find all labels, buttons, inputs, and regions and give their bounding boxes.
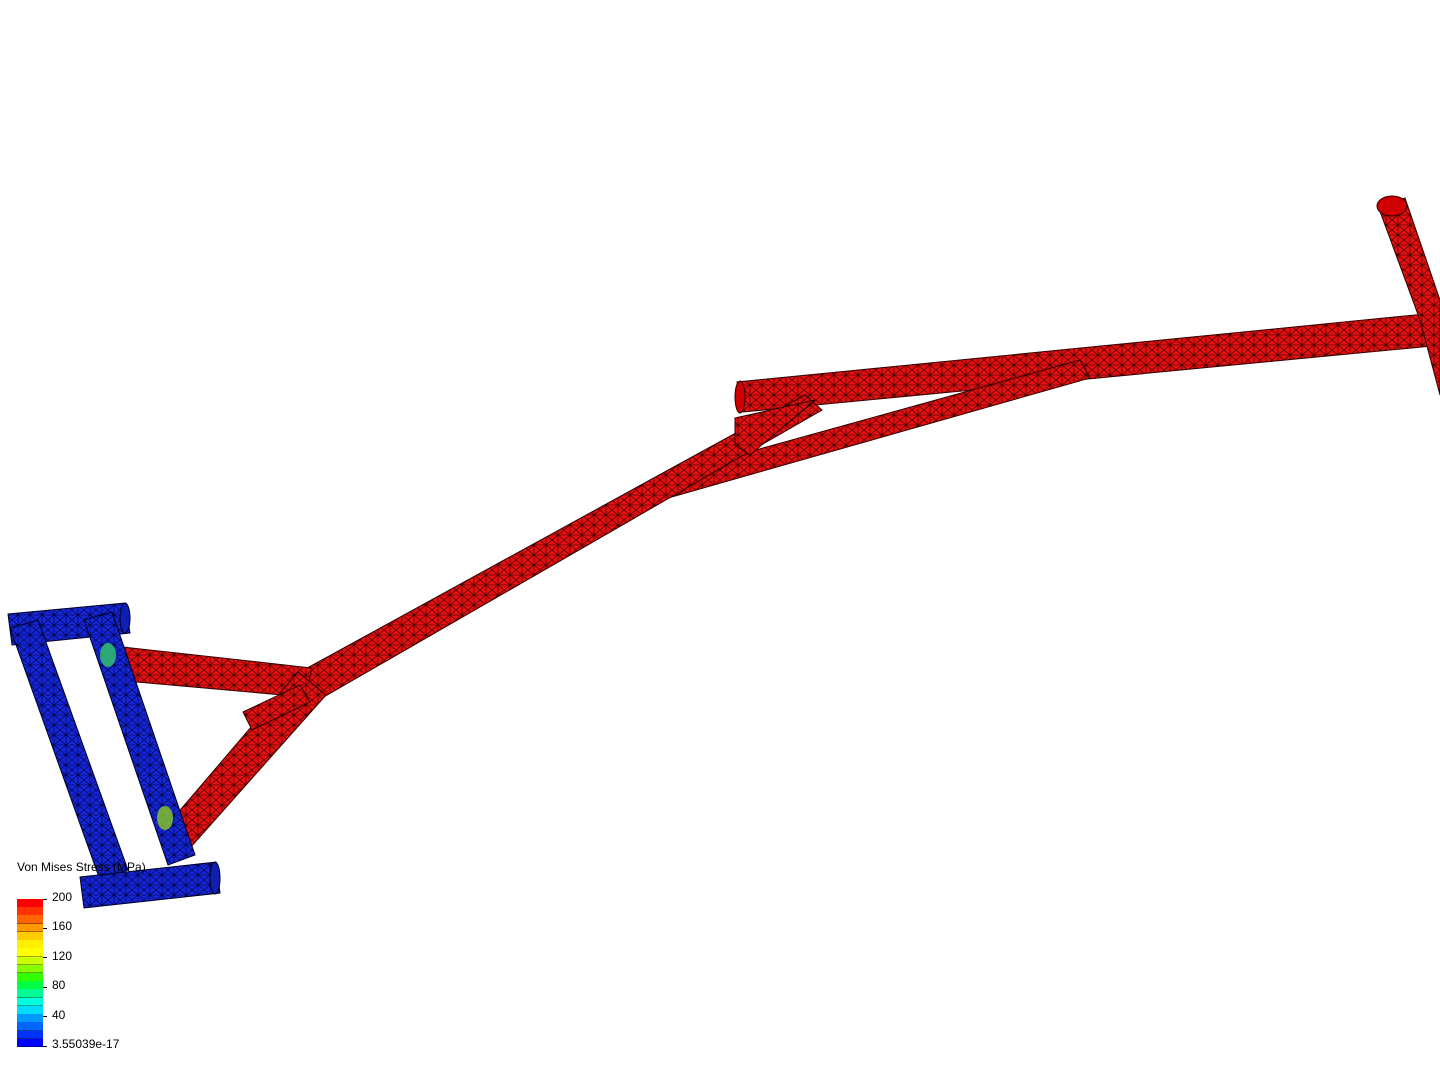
legend-label-max: 200 <box>52 890 73 904</box>
legend-color-band <box>17 973 43 982</box>
left-rail <box>9 619 129 881</box>
bottom-crossbar <box>79 861 221 909</box>
legend-color-band <box>17 956 43 966</box>
legend-color-band <box>17 915 43 925</box>
legend-label: 80 <box>52 978 66 992</box>
stress-hotspots <box>100 643 173 830</box>
short-brace-tube <box>734 399 816 456</box>
legend-color-band <box>17 1014 43 1023</box>
legend-tick <box>43 1016 47 1017</box>
right-vertical-tube-cap <box>1376 195 1408 217</box>
legend-title: Von Mises Stress (MPa) <box>17 860 146 874</box>
legend-color-band <box>17 1022 43 1032</box>
legend-tick <box>43 987 47 988</box>
legend-tick <box>43 957 47 958</box>
legend-color-band <box>17 907 43 916</box>
legend-color-band <box>17 964 43 974</box>
legend-color-band <box>17 1005 43 1015</box>
legend-color-band <box>17 923 43 933</box>
legend-color-band <box>17 940 43 949</box>
hotspot-lower <box>157 806 173 830</box>
legend-tick <box>43 928 47 929</box>
high-stress-members <box>104 195 1440 849</box>
legend-label: 160 <box>52 919 73 933</box>
bottom-crossbar-end <box>209 861 221 895</box>
upper-long-tube-end <box>734 380 746 414</box>
legend-color-band <box>17 989 43 999</box>
legend-label-min: 3.55039e-17 <box>52 1037 120 1051</box>
stub-tube <box>242 684 311 731</box>
legend-color-band <box>17 1030 43 1040</box>
right-rail <box>83 611 196 866</box>
legend-color-band <box>17 997 43 1007</box>
right-vertical-tube <box>1377 197 1440 396</box>
legend-color-band <box>17 948 43 958</box>
top-crossbar-end <box>119 602 131 634</box>
legend-label: 120 <box>52 949 73 963</box>
low-stress-members <box>7 602 221 909</box>
legend-color-band <box>17 899 43 908</box>
legend-color-bar <box>17 899 43 1048</box>
legend-tick <box>43 1046 47 1047</box>
legend-label: 40 <box>52 1008 66 1022</box>
legend-color-band <box>17 981 43 990</box>
upper-long-tube <box>736 313 1433 413</box>
legend-tick <box>43 899 47 900</box>
legend-color-band <box>17 931 43 941</box>
hotspot-upper <box>100 643 116 667</box>
legend-color-band <box>17 1038 43 1048</box>
